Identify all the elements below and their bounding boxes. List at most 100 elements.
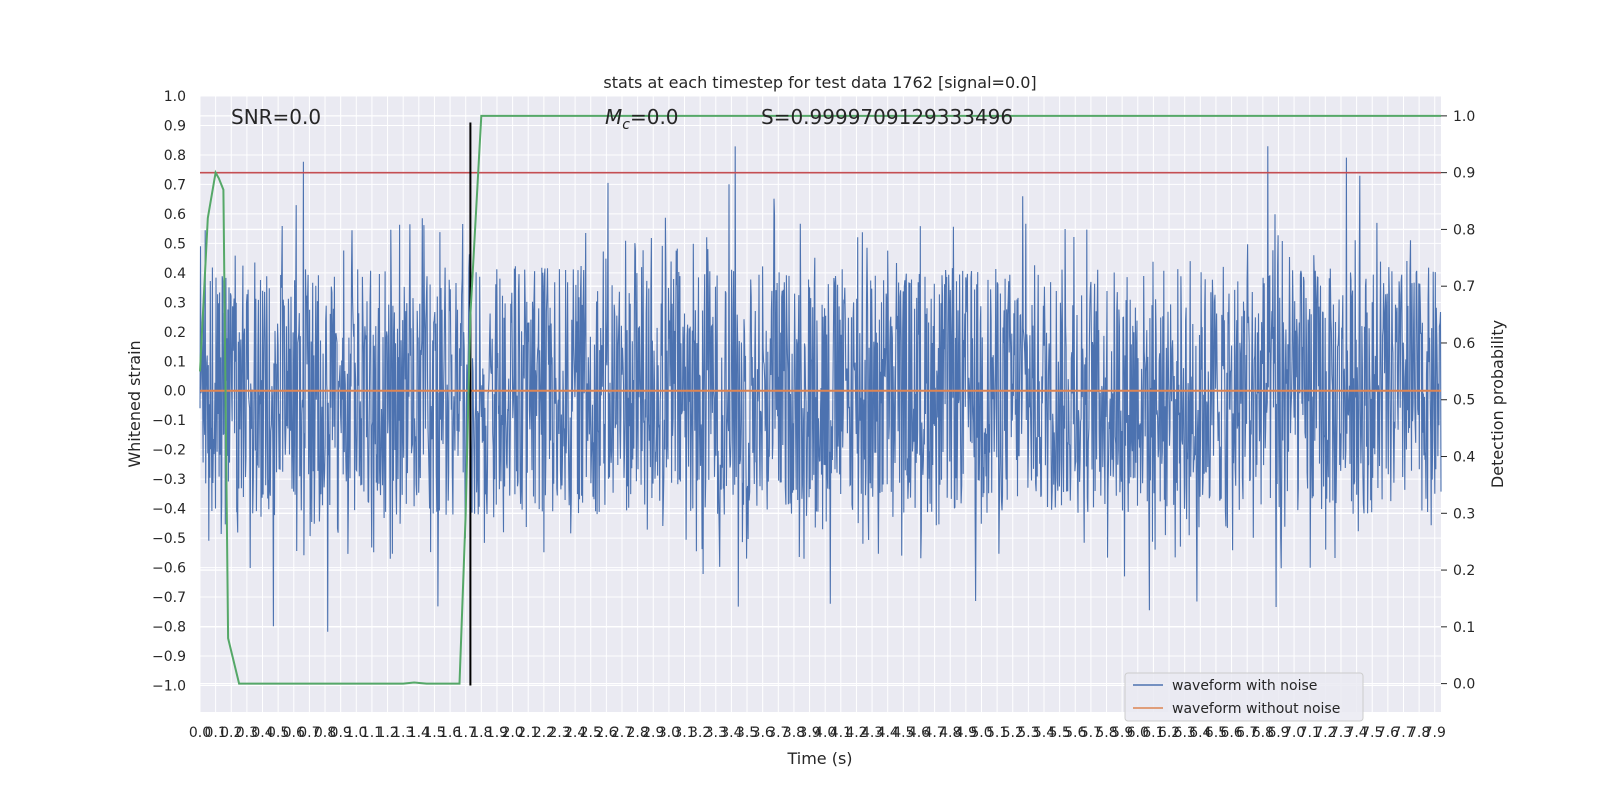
x-tick-label: 1.3	[392, 725, 414, 741]
y2-tick-label: 0.8	[1453, 222, 1475, 238]
x-tick-label: 5.4	[1033, 725, 1055, 741]
y2-tick-label: 0.5	[1453, 393, 1475, 409]
x-tick-label: 0.5	[267, 725, 289, 741]
x-tick-label: 0.9	[330, 725, 352, 741]
x-tick-label: 3.9	[798, 725, 820, 741]
x-tick-label: 7.4	[1345, 725, 1367, 741]
x-tick-label: 7.7	[1392, 725, 1414, 741]
x-tick-label: 4.0	[814, 725, 836, 741]
x-tick-label: 6.8	[1252, 725, 1274, 741]
x-tick-label: 0.8	[314, 725, 336, 741]
y-tick-label: −0.2	[152, 443, 186, 459]
x-tick-label: 4.3	[861, 725, 883, 741]
mc-subscript: c	[622, 117, 630, 133]
x-tick-label: 6.4	[1189, 725, 1211, 741]
x-tick-label: 5.9	[1111, 725, 1133, 741]
x-tick-label: 4.8	[939, 725, 961, 741]
mc-value: =0.0	[630, 105, 679, 129]
x-tick-label: 2.2	[533, 725, 555, 741]
y-tick-label: −0.1	[152, 413, 186, 429]
x-tick-label: 3.0	[658, 725, 680, 741]
line-series	[199, 114, 1441, 686]
x-tick-label: 2.4	[564, 725, 586, 741]
x-tick-label: 3.6	[752, 725, 774, 741]
y-tick-label: −0.9	[152, 649, 186, 665]
x-tick-label: 6.0	[1127, 725, 1149, 741]
y-tick-label: −0.5	[152, 531, 186, 547]
x-tick-label: 1.4	[408, 725, 430, 741]
tick-labels: 0.00.10.20.30.40.50.60.70.80.91.01.11.21…	[152, 89, 1475, 741]
x-tick-label: 5.8	[1095, 725, 1117, 741]
y-axis-label: Whitened strain	[125, 340, 144, 467]
x-tick-label: 2.1	[517, 725, 539, 741]
x-tick-label: 6.9	[1267, 725, 1289, 741]
x-tick-label: 5.2	[1002, 725, 1024, 741]
x-tick-label: 7.3	[1330, 725, 1352, 741]
x-tick-label: 2.7	[611, 725, 633, 741]
y2-tick-label: 0.0	[1453, 677, 1475, 693]
y-tick-label: 1.0	[164, 89, 186, 105]
x-tick-label: 0.0	[189, 725, 211, 741]
x-tick-label: 0.3	[236, 725, 258, 741]
x-tick-label: 6.6	[1220, 725, 1242, 741]
mc-annotation: Mc=0.0	[605, 105, 679, 133]
x-tick-label: 7.5	[1361, 725, 1383, 741]
x-tick-label: 2.3	[548, 725, 570, 741]
x-tick-label: 7.2	[1314, 725, 1336, 741]
x-tick-label: 2.5	[580, 725, 602, 741]
legend-box	[1124, 672, 1364, 722]
x-tick-label: 1.1	[361, 725, 383, 741]
y-tick-label: −0.6	[152, 561, 186, 577]
y-tick-label: −0.4	[152, 502, 186, 518]
detection-probability-line	[199, 114, 1441, 685]
x-tick-label: 4.2	[845, 725, 867, 741]
y-tick-label: 0.3	[164, 295, 186, 311]
y-tick-label: 0.0	[164, 384, 186, 400]
legend-label-clean: waveform without noise	[1172, 701, 1340, 717]
y2-tick-label: 0.4	[1453, 450, 1475, 466]
y2-tick-label: 0.2	[1453, 563, 1475, 579]
x-tick-label: 0.7	[298, 725, 320, 741]
y-tick-label: 0.1	[164, 354, 186, 370]
x-tick-label: 5.1	[986, 725, 1008, 741]
x-tick-label: 6.7	[1236, 725, 1258, 741]
mc-symbol: M	[605, 105, 622, 129]
x-tick-label: 5.6	[1064, 725, 1086, 741]
x-tick-label: 0.1	[204, 725, 226, 741]
x-tick-label: 6.5	[1205, 725, 1227, 741]
x-tick-label: 5.7	[1080, 725, 1102, 741]
x-tick-label: 7.0	[1283, 725, 1305, 741]
x-tick-label: 2.0	[501, 725, 523, 741]
y-tick-label: 0.4	[164, 266, 186, 282]
y-tick-label: 0.8	[164, 148, 186, 164]
x-tick-label: 4.9	[955, 725, 977, 741]
x-tick-label: 6.2	[1158, 725, 1180, 741]
x-tick-label: 4.7	[923, 725, 945, 741]
x-tick-label: 1.2	[376, 725, 398, 741]
x-tick-label: 4.6	[908, 725, 930, 741]
x-tick-label: 2.6	[595, 725, 617, 741]
x-tick-label: 3.1	[673, 725, 695, 741]
y2-tick-label: 0.7	[1453, 279, 1475, 295]
chart-title: stats at each timestep for test data 176…	[603, 73, 1036, 92]
x-tick-label: 1.7	[455, 725, 477, 741]
x-tick-label: 7.1	[1299, 725, 1321, 741]
y2-tick-label: 0.9	[1453, 166, 1475, 182]
x-tick-label: 4.1	[830, 725, 852, 741]
x-tick-label: 1.9	[486, 725, 508, 741]
x-tick-label: 3.8	[783, 725, 805, 741]
y-tick-label: 0.9	[164, 118, 186, 134]
x-tick-label: 3.2	[689, 725, 711, 741]
legend-label-noise: waveform with noise	[1172, 678, 1317, 694]
x-tick-label: 2.9	[642, 725, 664, 741]
x-tick-label: 7.6	[1377, 725, 1399, 741]
x-tick-label: 0.4	[251, 725, 273, 741]
x-tick-label: 7.8	[1408, 725, 1430, 741]
x-tick-label: 6.3	[1174, 725, 1196, 741]
x-tick-label: 7.9	[1424, 725, 1446, 741]
y-tick-label: 0.2	[164, 325, 186, 341]
x-tick-label: 1.6	[439, 725, 461, 741]
snr-annotation: SNR=0.0	[231, 105, 321, 129]
x-tick-label: 5.0	[970, 725, 992, 741]
